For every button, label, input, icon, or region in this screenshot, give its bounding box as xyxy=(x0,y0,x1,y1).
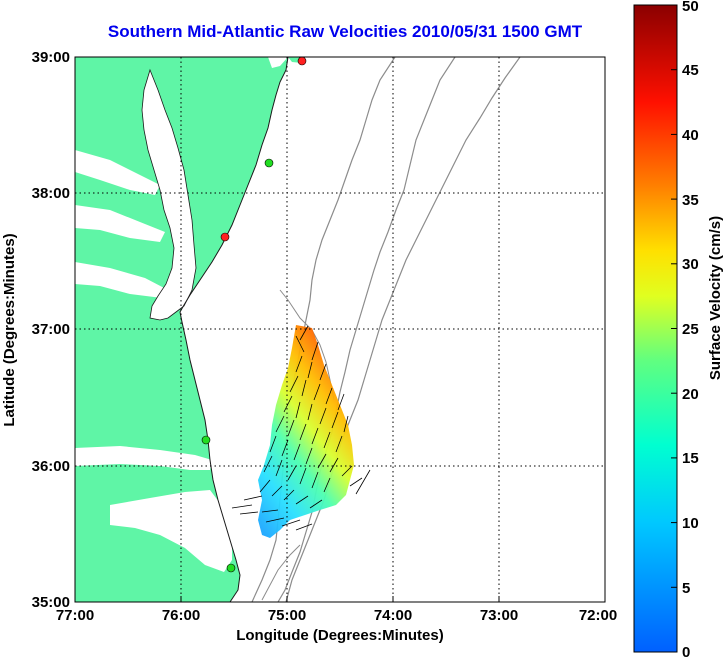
x-tick-marks xyxy=(74,596,606,602)
plot-frame xyxy=(74,56,606,603)
bathymetry-contour-4 xyxy=(279,289,335,401)
bathymetry-contour-5 xyxy=(261,544,301,601)
colorbar-tick-label: 30 xyxy=(682,256,699,273)
colorbar-tick-label: 50 xyxy=(682,0,699,15)
albemarle-sound xyxy=(75,446,212,470)
chesapeake-bay xyxy=(142,70,196,320)
velocity-field xyxy=(258,325,354,538)
map-title: Southern Mid-Atlantic Raw Velocities 201… xyxy=(107,22,583,41)
y-axis-label: Latitude (Degrees:Minutes) xyxy=(1,233,18,426)
colorbar-label: Surface Velocity (cm/s) xyxy=(707,216,724,380)
colorbar-tick-label: 10 xyxy=(682,515,699,532)
coastline xyxy=(179,57,289,602)
x-tick-label: 74:00 xyxy=(374,607,412,624)
x-tick-label: 72:00 xyxy=(579,607,617,624)
colorbar-tick-label: 40 xyxy=(682,127,699,144)
y-tick-label: 37:00 xyxy=(32,321,70,338)
colorbar-tick-label: 15 xyxy=(682,450,699,467)
y-tick-label: 35:00 xyxy=(32,594,70,611)
station-marker xyxy=(220,232,230,242)
bay-tributary-1 xyxy=(75,150,160,195)
colorbar-tick-label: 25 xyxy=(682,321,699,338)
y-tick-label: 38:00 xyxy=(32,185,70,202)
colorbar-ticks xyxy=(671,4,677,588)
bathymetry-contour-2 xyxy=(277,57,456,602)
x-tick-label: 75:00 xyxy=(268,607,306,624)
colorbar-tick-label: 5 xyxy=(682,580,690,597)
station-marker xyxy=(226,563,236,573)
pamlico-sound xyxy=(110,490,232,572)
y-tick-label: 39:00 xyxy=(32,49,70,66)
colorbar-tick-label: 20 xyxy=(682,386,699,403)
station-marker xyxy=(264,158,274,168)
x-axis-label: Longitude (Degrees:Minutes) xyxy=(236,627,444,644)
x-tick-label: 73:00 xyxy=(480,607,518,624)
delaware-bay xyxy=(268,57,288,68)
x-tick-label: 76:00 xyxy=(162,607,200,624)
map-grid xyxy=(75,57,605,602)
colorbar-tick-label: 0 xyxy=(682,644,690,659)
colorbar xyxy=(633,4,678,653)
colorbar-tick-label: 35 xyxy=(682,192,699,209)
velocity-vectors xyxy=(231,325,371,531)
x-tick-label: 77:00 xyxy=(56,607,94,624)
station-marker xyxy=(201,435,211,445)
bay-tributary-3 xyxy=(75,262,168,298)
y-tick-label: 36:00 xyxy=(32,458,70,475)
bay-tributary-2 xyxy=(75,205,165,242)
bay-outline xyxy=(141,68,197,321)
colorbar-tick-label: 45 xyxy=(682,62,699,79)
station-marker xyxy=(297,57,307,66)
